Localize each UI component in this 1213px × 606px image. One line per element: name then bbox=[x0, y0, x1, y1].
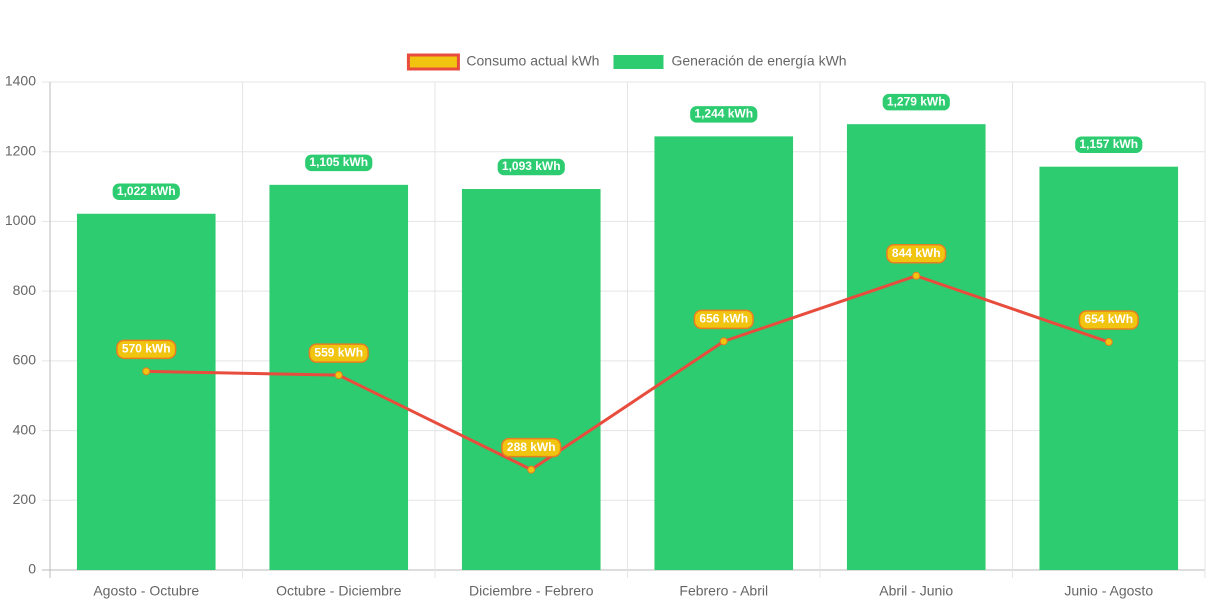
y-tick-label: 600 bbox=[13, 352, 37, 368]
y-tick-label: 0 bbox=[28, 561, 36, 577]
data-label-group: 559 kWh bbox=[308, 343, 369, 363]
y-tick-label: 400 bbox=[13, 421, 37, 437]
x-tick-label: Agosto - Octubre bbox=[93, 583, 199, 599]
x-tick-label: Junio - Agosto bbox=[1064, 583, 1153, 599]
data-label: 1,022 kWh bbox=[117, 184, 176, 198]
legend-label: Consumo actual kWh bbox=[466, 53, 599, 69]
data-label-bg bbox=[881, 92, 952, 112]
line-point bbox=[142, 367, 151, 376]
y-tick-label: 800 bbox=[13, 282, 37, 298]
data-label-group: 1,105 kWh bbox=[303, 153, 374, 173]
line-point bbox=[719, 337, 728, 346]
bar bbox=[654, 136, 794, 570]
data-label-group: 654 kWh bbox=[1078, 310, 1139, 330]
data-label-group: 570 kWh bbox=[116, 339, 177, 360]
data-label: 656 kWh bbox=[699, 312, 748, 326]
data-label-bg bbox=[1073, 134, 1144, 155]
line bbox=[146, 274, 1110, 472]
data-label-group: 1,022 kWh bbox=[111, 182, 182, 202]
data-label: 1,279 kWh bbox=[887, 94, 946, 108]
line-point bbox=[1104, 338, 1113, 347]
x-tick-label: Octubre - Diciembre bbox=[276, 583, 401, 599]
data-label-group: 288 kWh bbox=[501, 437, 562, 458]
data-label-group: 1,157 kWh bbox=[1073, 134, 1144, 155]
x-tick-label: Febrero - Abril bbox=[679, 583, 768, 599]
data-label-group: 1,093 kWh bbox=[496, 157, 567, 177]
data-label: 1,105 kWh bbox=[309, 155, 368, 169]
legend: Consumo actual kWh Generación de energía … bbox=[406, 53, 847, 71]
y-tick-label: 1000 bbox=[5, 212, 36, 228]
line-point bbox=[912, 271, 921, 280]
data-label: 570 kWh bbox=[122, 341, 171, 355]
data-label-group: 1,244 kWh bbox=[688, 104, 759, 125]
data-label: 559 kWh bbox=[314, 345, 363, 359]
y-tick-label: 1400 bbox=[5, 73, 36, 89]
data-label: 844 kWh bbox=[892, 246, 941, 260]
data-label-bg bbox=[308, 343, 369, 363]
data-label-group: 1,279 kWh bbox=[881, 92, 952, 112]
data-label-bg bbox=[886, 244, 947, 264]
data-label-bg bbox=[116, 339, 177, 360]
line-point bbox=[527, 465, 536, 474]
x-tick-label: Diciembre - Febrero bbox=[469, 583, 594, 599]
legend-swatch bbox=[613, 55, 664, 69]
data-label-group: 844 kWh bbox=[886, 244, 947, 264]
legend-label: Generación de energía kWh bbox=[671, 53, 846, 69]
data-label: 1,157 kWh bbox=[1079, 137, 1138, 151]
data-label-bg bbox=[1078, 310, 1139, 330]
data-label-bg bbox=[688, 104, 759, 125]
data-label-bg bbox=[693, 309, 754, 330]
data-label: 288 kWh bbox=[507, 440, 556, 454]
bar bbox=[1039, 166, 1179, 570]
data-label: 1,244 kWh bbox=[694, 107, 753, 121]
y-tick-label: 1200 bbox=[5, 142, 36, 158]
data-label: 1,093 kWh bbox=[502, 159, 561, 173]
bar bbox=[76, 213, 216, 570]
data-label: 654 kWh bbox=[1084, 312, 1133, 326]
data-label-bg bbox=[501, 437, 562, 458]
bar bbox=[461, 189, 601, 571]
data-label-bg bbox=[111, 182, 182, 202]
data-label-group: 656 kWh bbox=[693, 309, 754, 330]
bar bbox=[846, 124, 986, 571]
y-tick-label: 200 bbox=[13, 491, 37, 507]
legend-swatch bbox=[406, 53, 460, 71]
x-tick-label: Abril - Junio bbox=[879, 583, 953, 599]
line-point bbox=[334, 371, 343, 380]
data-label-bg bbox=[303, 153, 374, 173]
data-label-bg bbox=[496, 157, 567, 177]
